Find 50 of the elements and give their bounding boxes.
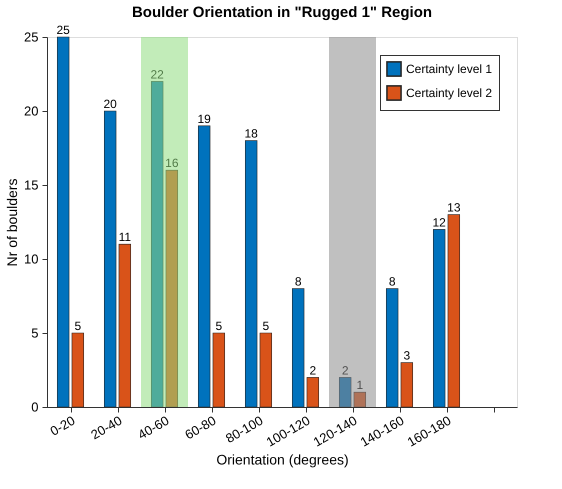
y-tick-label: 0: [31, 400, 38, 414]
bar: [432, 229, 446, 408]
data-label: 8: [388, 274, 396, 289]
data-label: 5: [216, 319, 222, 333]
bar: [260, 332, 272, 408]
bar: [354, 392, 366, 408]
data-label: 16: [165, 156, 179, 170]
y-tick-label: 15: [24, 178, 38, 192]
data-label: 22: [150, 67, 164, 82]
bar: [166, 170, 178, 408]
data-label: 19: [197, 112, 212, 126]
bar: [56, 36, 70, 408]
data-label: 12: [432, 215, 446, 230]
y-tick-label: 25: [24, 30, 38, 44]
y-axis-title: Nr of boulders: [4, 178, 20, 266]
x-axis-title: Orientation (degrees): [216, 452, 349, 468]
chart-title: Boulder Orientation in "Rugged 1" Region: [132, 4, 432, 21]
data-label: 13: [447, 200, 461, 215]
bar: [72, 332, 84, 408]
bar: [198, 126, 210, 408]
x-tick-label: 40-60: [135, 412, 172, 442]
bar: [338, 377, 352, 408]
bar: [448, 214, 460, 408]
x-tick-label: 60-80: [182, 412, 218, 442]
bar: [400, 362, 414, 408]
data-label: 1: [356, 378, 364, 392]
data-label: 5: [74, 319, 82, 333]
data-label: 18: [244, 126, 258, 141]
bar: [244, 140, 258, 408]
bar: [292, 288, 304, 408]
data-label: 2: [342, 363, 349, 378]
data-label: 3: [404, 348, 410, 363]
bar: [306, 377, 320, 408]
legend-label: Certainty level 2: [406, 86, 492, 100]
bar: [118, 244, 132, 408]
bar: [150, 81, 164, 408]
data-label: 5: [262, 319, 270, 333]
legend-label: Certainty level 1: [406, 62, 492, 76]
bar: [104, 110, 116, 408]
y-tick-label: 20: [24, 104, 38, 118]
data-label: 8: [294, 274, 302, 289]
bar: [386, 288, 398, 408]
data-label: 25: [56, 23, 70, 37]
data-label: 2: [310, 363, 316, 378]
x-tick-label: 0-20: [47, 412, 78, 439]
y-tick-label: 5: [31, 326, 38, 340]
data-label: 11: [118, 230, 132, 244]
y-tick-label: 10: [24, 252, 38, 266]
data-label: 20: [103, 97, 118, 111]
bar: [212, 332, 226, 408]
